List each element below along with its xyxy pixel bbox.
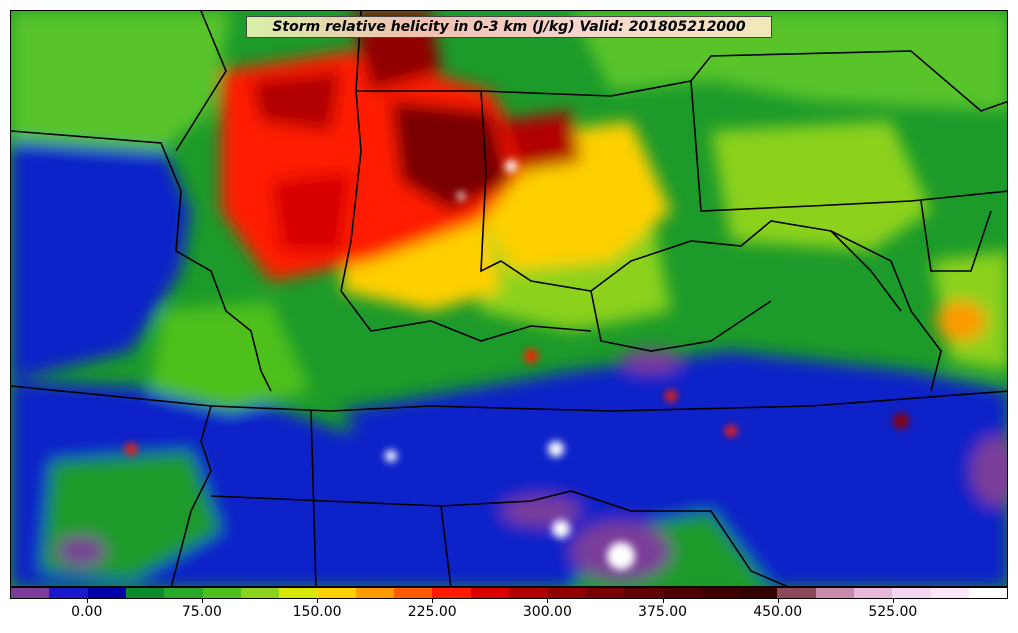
colorbar-segment <box>624 588 663 598</box>
colorbar-tick <box>317 599 319 603</box>
colorbar-segment <box>125 588 165 598</box>
colorbar-segment <box>432 588 471 598</box>
colorbar-segment <box>892 588 931 598</box>
colorbar-segment <box>509 588 548 598</box>
colorbar-segment <box>853 588 893 598</box>
colorbar-segment <box>11 588 50 598</box>
colorbar-tick <box>777 599 779 603</box>
colorbar-segment <box>930 588 969 598</box>
colorbar-segment <box>738 588 778 598</box>
colorbar-segment <box>49 588 88 598</box>
colorbar-segment <box>394 588 433 598</box>
map-title: Storm relative helicity in 0-3 km (J/kg)… <box>246 16 772 38</box>
colorbar-label: 300.00 <box>522 604 572 620</box>
colorbar-label: 375.00 <box>638 604 688 620</box>
colorbar-label: 225.00 <box>407 604 457 620</box>
map-area <box>10 10 1008 587</box>
colorbar-segment <box>470 588 510 598</box>
colorbar-tick <box>201 599 203 603</box>
colorbar-tick <box>86 599 88 603</box>
colorbar-segment <box>240 588 280 598</box>
colorbar-segment <box>164 588 203 598</box>
colorbar-segment <box>87 588 126 598</box>
colorbar <box>10 587 1008 599</box>
colorbar-tick <box>892 599 894 603</box>
colorbar-segment <box>777 588 816 598</box>
colorbar-segment <box>585 588 624 598</box>
colorbar-tick <box>662 599 664 603</box>
colorbar-segment <box>547 588 586 598</box>
colorbar-tick <box>432 599 434 603</box>
colorbar-segment <box>317 588 356 598</box>
colorbar-tick <box>547 599 549 603</box>
colorbar-label: 525.00 <box>868 604 918 620</box>
colorbar-segment <box>202 588 241 598</box>
colorbar-segment <box>968 588 1008 598</box>
colorbar-segment <box>662 588 701 598</box>
colorbar-label: 150.00 <box>292 604 342 620</box>
colorbar-segment <box>700 588 739 598</box>
colorbar-segment <box>815 588 854 598</box>
colorbar-segment <box>355 588 395 598</box>
state-boundaries <box>11 11 1007 586</box>
colorbar-label: 0.00 <box>71 604 103 620</box>
helicity-field <box>11 11 1007 586</box>
colorbar-label: 75.00 <box>181 604 222 620</box>
colorbar-segment <box>279 588 318 598</box>
colorbar-label: 450.00 <box>753 604 803 620</box>
